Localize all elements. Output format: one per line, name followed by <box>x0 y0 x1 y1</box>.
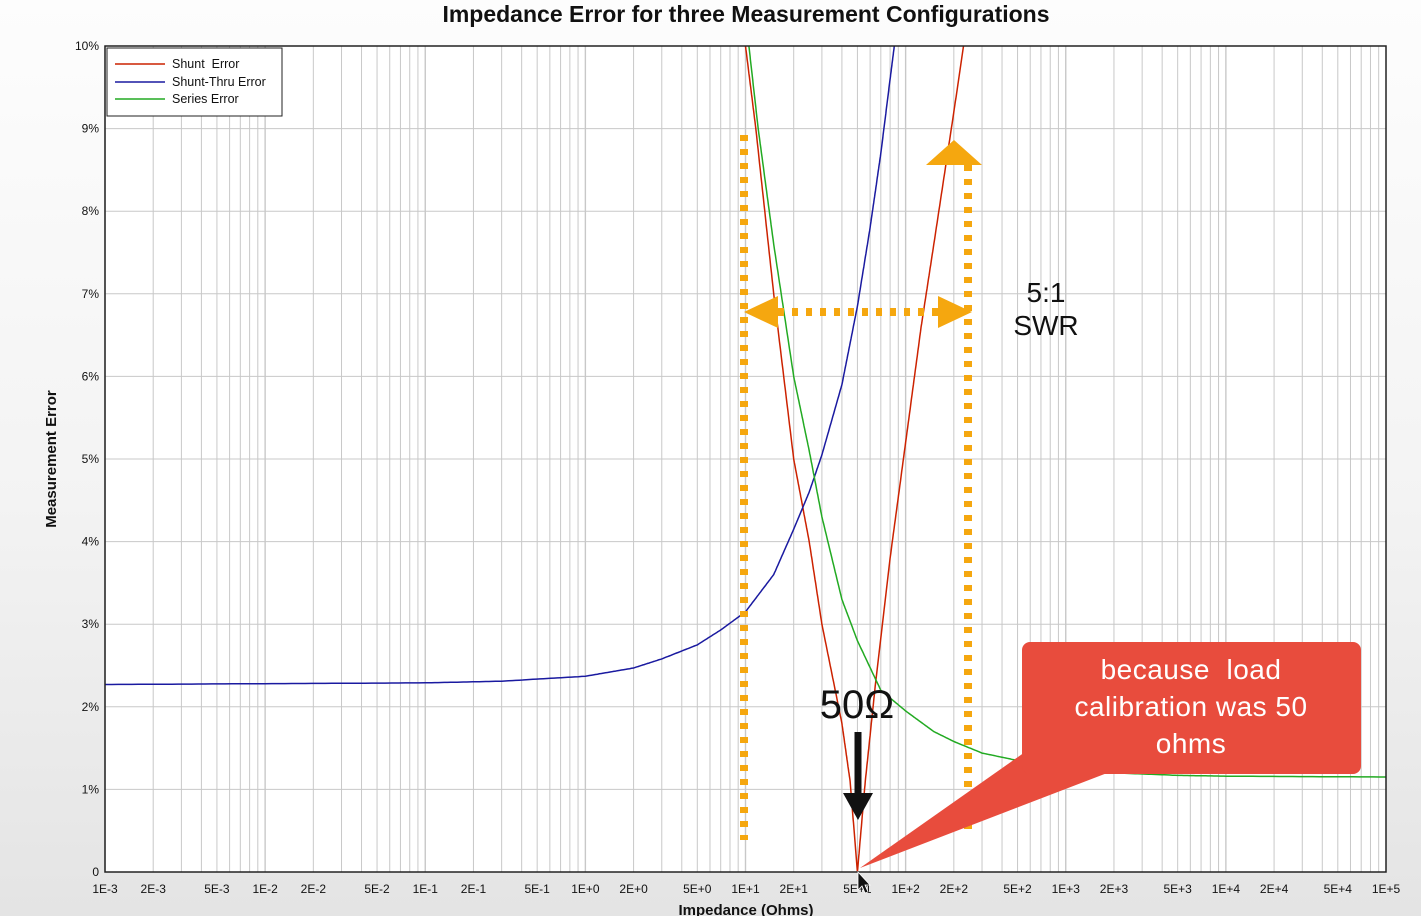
callout-box <box>1022 642 1361 774</box>
x-tick-label: 2E-1 <box>461 882 487 896</box>
x-tick-label: 5E+2 <box>1003 882 1032 896</box>
x-tick-label: 5E-2 <box>364 882 390 896</box>
x-tick-label: 1E+1 <box>731 882 760 896</box>
y-tick-label: 0 <box>92 865 99 879</box>
callout-line-3: ohms <box>1156 728 1226 759</box>
series-line-1 <box>105 45 896 686</box>
x-tick-label: 2E+4 <box>1260 882 1289 896</box>
y-tick-label: 6% <box>82 369 100 383</box>
annotations <box>740 135 982 840</box>
y-tick-label: 10% <box>75 39 99 53</box>
x-tick-label: 2E+0 <box>619 882 648 896</box>
callout-pointer <box>860 745 1115 868</box>
callout-line-2: calibration was 50 <box>1074 691 1307 722</box>
x-tick-label: 2E+1 <box>780 882 809 896</box>
x-tick-label: 2E-2 <box>301 882 327 896</box>
x-tick-label: 2E+2 <box>940 882 969 896</box>
fifty-ohm-arrowhead <box>843 793 873 820</box>
cursor-pointer-icon <box>857 870 871 894</box>
swr-right-arrowhead <box>938 296 972 328</box>
chart-title: Impedance Error for three Measurement Co… <box>442 1 1049 27</box>
y-tick-label: 7% <box>82 287 100 301</box>
x-tick-label: 1E+4 <box>1212 882 1241 896</box>
y-tick-label: 1% <box>82 782 100 796</box>
y-tick-label: 8% <box>82 204 100 218</box>
plot-frame <box>104 45 1387 873</box>
y-tick-label: 9% <box>82 122 100 136</box>
swr-left-arrowhead <box>744 296 778 328</box>
x-tick-label: 5E+0 <box>683 882 712 896</box>
grid-lines <box>104 45 1386 873</box>
fifty-ohm-label: 50Ω <box>820 683 894 727</box>
y-tick-label: 4% <box>82 535 100 549</box>
x-tick-label: 1E+2 <box>891 882 920 896</box>
swr-label-ratio: 5:1 <box>1027 277 1066 308</box>
x-tick-label: 1E+0 <box>571 882 600 896</box>
x-tick-label: 1E+3 <box>1052 882 1081 896</box>
y-tick-label: 5% <box>82 452 100 466</box>
y-tick-label: 3% <box>82 617 100 631</box>
tick-labels: 1E-3 2E-3 5E-3 1E-2 2E-2 5E-2 1E-1 2E-1 5E-1 1E+0… <box>75 39 1401 896</box>
legend-label-series: Series Error <box>172 92 239 106</box>
callout-line-1: because load <box>1101 654 1282 685</box>
x-tick-label: 1E+5 <box>1372 882 1401 896</box>
swr-up-arrowhead <box>926 140 982 165</box>
x-tick-label: 1E-2 <box>252 882 278 896</box>
callout: because load calibration was 50 ohms <box>860 642 1361 868</box>
x-tick-label: 5E-1 <box>524 882 550 896</box>
x-axis-label: Impedance (Ohms) <box>678 902 813 916</box>
x-tick-label: 1E-3 <box>92 882 118 896</box>
x-tick-label: 1E-1 <box>413 882 439 896</box>
x-tick-label: 2E-3 <box>141 882 167 896</box>
x-tick-label: 2E+3 <box>1100 882 1129 896</box>
x-tick-label: 5E+4 <box>1324 882 1353 896</box>
x-tick-label: 5E+3 <box>1163 882 1192 896</box>
legend: Shunt Error Shunt-Thru Error Series Erro… <box>106 47 283 117</box>
x-tick-label: 5E-3 <box>204 882 230 896</box>
y-tick-label: 2% <box>82 700 100 714</box>
swr-label-text: SWR <box>1013 310 1078 341</box>
legend-label-shunt-thru: Shunt-Thru Error <box>172 75 266 89</box>
y-axis-label: Measurement Error <box>43 390 60 528</box>
legend-label-shunt: Shunt Error <box>172 57 239 71</box>
